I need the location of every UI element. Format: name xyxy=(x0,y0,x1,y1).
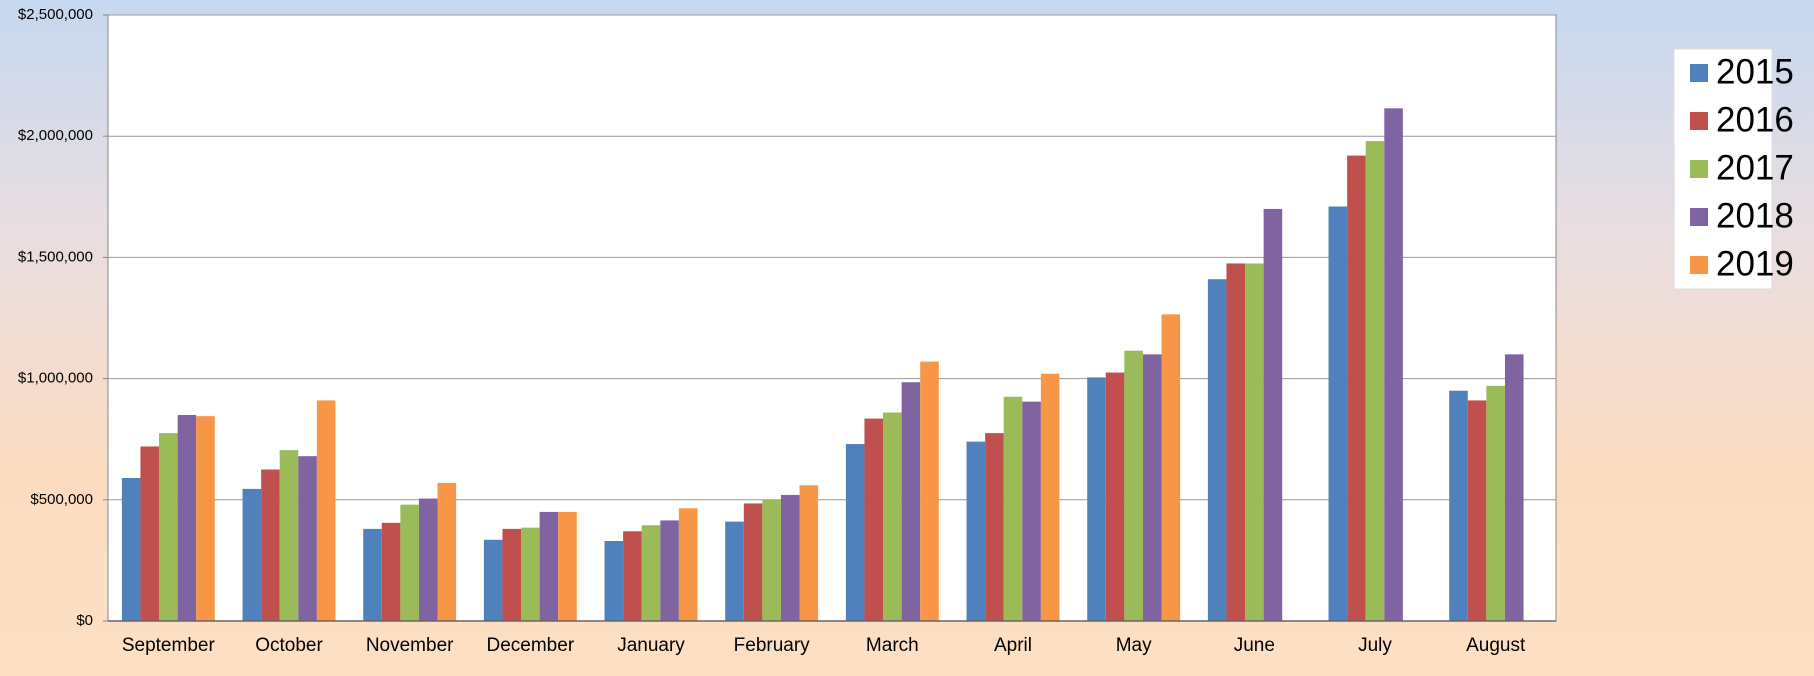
bar xyxy=(1467,400,1487,621)
bar xyxy=(363,528,382,621)
bar xyxy=(196,416,215,621)
legend-label: 2015 xyxy=(1716,52,1794,91)
bar xyxy=(483,539,503,621)
bar xyxy=(883,412,902,621)
bar xyxy=(799,485,819,621)
bar xyxy=(1347,155,1366,622)
bar xyxy=(604,541,624,621)
bar xyxy=(864,418,884,621)
bar xyxy=(521,527,540,621)
legend-swatch xyxy=(1690,208,1708,226)
bar xyxy=(1384,108,1403,622)
bar xyxy=(678,508,698,621)
legend-label: 2018 xyxy=(1716,196,1794,235)
bar xyxy=(623,531,642,621)
bar xyxy=(1207,279,1227,621)
bar xyxy=(437,482,457,621)
bar xyxy=(1365,141,1385,621)
bar xyxy=(743,503,763,621)
bar xyxy=(502,528,522,621)
bar xyxy=(641,525,661,621)
y-tick-label: $2,000,000 xyxy=(18,127,93,144)
x-tick-label: August xyxy=(1466,635,1526,656)
y-tick-label: $1,500,000 xyxy=(18,248,93,265)
bar xyxy=(985,433,1004,621)
y-tick-label: $2,500,000 xyxy=(18,6,93,23)
bar xyxy=(660,520,679,621)
bar xyxy=(1124,350,1143,621)
bar xyxy=(1142,354,1162,621)
x-tick-label: March xyxy=(866,635,919,656)
x-tick-label: July xyxy=(1358,635,1392,656)
x-tick-label: December xyxy=(487,635,575,656)
bar xyxy=(539,511,559,621)
legend-swatch xyxy=(1690,112,1708,130)
legend-label: 2019 xyxy=(1716,244,1794,283)
bar xyxy=(1263,208,1283,622)
bar xyxy=(725,521,744,621)
bar xyxy=(261,469,280,621)
bar xyxy=(1328,206,1348,621)
bar xyxy=(1087,377,1106,621)
x-tick-label: October xyxy=(255,635,323,656)
bar xyxy=(1245,263,1264,621)
bar xyxy=(966,441,986,621)
bar xyxy=(1040,373,1060,621)
bar xyxy=(159,433,178,621)
y-tick-label: $500,000 xyxy=(30,491,93,508)
bar xyxy=(1022,401,1041,621)
x-tick-label: April xyxy=(994,635,1032,656)
bar xyxy=(242,488,262,621)
bar xyxy=(920,361,939,621)
legend-label: 2016 xyxy=(1716,100,1794,139)
legend-swatch xyxy=(1690,160,1708,178)
y-tick-label: $0 xyxy=(76,612,93,629)
x-tick-label: January xyxy=(617,635,685,656)
bar xyxy=(177,414,197,621)
bar xyxy=(901,382,921,621)
bar xyxy=(1226,263,1246,621)
bar xyxy=(140,446,160,621)
y-tick-label: $1,000,000 xyxy=(18,370,93,387)
bar xyxy=(1449,390,1468,621)
bar xyxy=(1003,396,1023,621)
x-tick-label: November xyxy=(366,635,454,656)
bar xyxy=(298,456,317,621)
legend-swatch xyxy=(1690,64,1708,82)
bar xyxy=(400,504,419,621)
bar xyxy=(780,494,800,621)
bar xyxy=(558,511,577,621)
bar xyxy=(1161,314,1181,621)
bar xyxy=(845,444,865,621)
legend-label: 2017 xyxy=(1716,148,1794,187)
x-tick-label: September xyxy=(122,635,216,656)
legend-swatch xyxy=(1690,256,1708,274)
bar xyxy=(316,400,336,621)
bar xyxy=(381,522,401,621)
bar xyxy=(762,499,781,621)
bar xyxy=(1105,372,1125,621)
bar xyxy=(1486,385,1505,621)
x-tick-label: May xyxy=(1116,635,1152,656)
bar xyxy=(418,498,438,621)
bar xyxy=(1504,354,1524,621)
bar xyxy=(121,477,141,621)
x-tick-label: February xyxy=(734,635,811,656)
bar xyxy=(279,450,299,621)
x-tick-label: June xyxy=(1234,635,1275,656)
plot-area xyxy=(107,14,1557,622)
